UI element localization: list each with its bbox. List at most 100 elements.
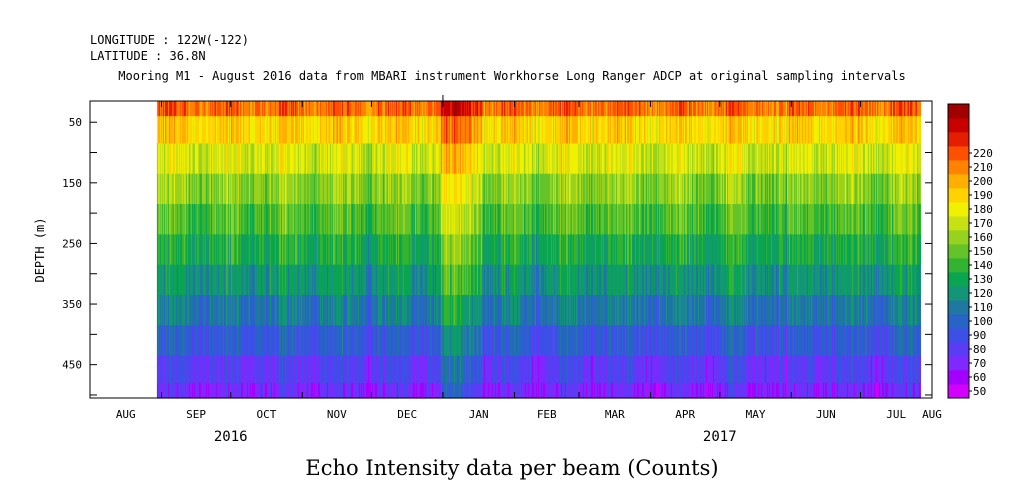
heatmap-cell	[557, 204, 560, 235]
heatmap-cell	[340, 143, 343, 175]
heatmap-cell	[508, 173, 511, 205]
heatmap-cell	[185, 294, 188, 326]
heatmap-cell	[163, 355, 166, 384]
heatmap-cell	[351, 234, 354, 266]
heatmap-cell	[606, 294, 609, 326]
heatmap-cell	[577, 143, 580, 175]
heatmap-cell	[543, 101, 546, 117]
heatmap-cell	[234, 325, 237, 357]
heatmap-cell	[228, 264, 231, 296]
heatmap-cell	[442, 234, 445, 266]
heatmap-cell	[343, 325, 346, 357]
heatmap-cell	[584, 355, 587, 384]
heatmap-cell	[402, 173, 405, 205]
heatmap-cell	[425, 204, 428, 235]
heatmap-cell	[415, 294, 418, 326]
heatmap-cell	[608, 116, 611, 145]
heatmap-cell	[432, 173, 435, 205]
heatmap-cell	[468, 325, 471, 357]
heatmap-cell	[466, 143, 469, 175]
heatmap-cell	[378, 101, 381, 117]
heatmap-cell	[222, 355, 225, 384]
heatmap-cell	[423, 143, 426, 175]
heatmap-cell	[597, 355, 600, 384]
heatmap-cell	[396, 173, 399, 205]
heatmap-cell	[574, 116, 577, 145]
heatmap-cell	[162, 355, 165, 384]
heatmap-cell	[162, 204, 165, 235]
heatmap-cell	[249, 143, 252, 175]
heatmap-cell	[221, 116, 224, 145]
heatmap-cell	[372, 355, 375, 384]
heatmap-cell	[569, 143, 572, 175]
heatmap-cell	[483, 234, 486, 266]
heatmap-cell	[272, 116, 275, 145]
heatmap-cell	[213, 204, 216, 235]
heatmap-cell	[229, 143, 232, 175]
heatmap-cell	[376, 264, 379, 296]
heatmap-cell	[228, 382, 231, 399]
heatmap-cell	[550, 173, 553, 205]
heatmap-cell	[331, 173, 334, 205]
heatmap-cell	[399, 143, 402, 175]
heatmap-cell	[511, 116, 514, 145]
heatmap-cell	[428, 204, 431, 235]
heatmap-cell	[207, 325, 210, 357]
heatmap-cell	[180, 382, 183, 399]
heatmap-cell	[176, 101, 179, 117]
heatmap-cell	[259, 264, 262, 296]
heatmap-cell	[179, 173, 182, 205]
heatmap-cell	[215, 234, 218, 266]
heatmap-cell	[496, 382, 499, 399]
heatmap-cell	[184, 116, 187, 145]
heatmap-cell	[584, 382, 587, 399]
heatmap-cell	[280, 204, 283, 235]
heatmap-cell	[161, 101, 164, 117]
heatmap-cell	[477, 264, 480, 296]
heatmap-cell	[239, 173, 242, 205]
heatmap-cell	[387, 234, 390, 266]
heatmap-cell	[533, 101, 536, 117]
heatmap-cell	[281, 264, 284, 296]
heatmap-cell	[430, 325, 433, 357]
heatmap-cell	[483, 116, 486, 145]
heatmap-cell	[447, 264, 450, 296]
heatmap-cell	[215, 204, 218, 235]
heatmap-cell	[248, 355, 251, 384]
heatmap-cell	[200, 355, 203, 384]
heatmap-cell	[310, 116, 313, 145]
heatmap-cell	[360, 173, 363, 205]
heatmap-cell	[482, 204, 485, 235]
heatmap-cell	[332, 173, 335, 205]
heatmap-cell	[253, 382, 256, 399]
heatmap-cell	[466, 204, 469, 235]
heatmap-cell	[330, 116, 333, 145]
heatmap-cell	[199, 325, 202, 357]
heatmap-cell	[604, 325, 607, 357]
heatmap-cell	[177, 234, 180, 266]
heatmap-cell	[465, 264, 468, 296]
heatmap-cell	[367, 294, 370, 326]
heatmap-cell	[493, 294, 496, 326]
heatmap-cell	[378, 294, 381, 326]
heatmap-cell	[348, 234, 351, 266]
heatmap-cell	[598, 204, 601, 235]
heatmap-cell	[354, 325, 357, 357]
heatmap-cell	[385, 101, 388, 117]
heatmap-cell	[417, 101, 420, 117]
heatmap-cell	[325, 325, 328, 357]
heatmap-cell	[282, 234, 285, 266]
heatmap-cell	[236, 204, 239, 235]
heatmap-cell	[260, 264, 263, 296]
heatmap-cell	[446, 204, 449, 235]
heatmap-cell	[319, 204, 322, 235]
heatmap-cell	[526, 116, 529, 145]
heatmap-cell	[197, 355, 200, 384]
heatmap-cell	[554, 382, 557, 399]
heatmap-cell	[254, 234, 257, 266]
heatmap-cell	[332, 101, 335, 117]
heatmap-cell	[591, 264, 594, 296]
heatmap-cell	[184, 294, 187, 326]
heatmap-cell	[569, 116, 572, 145]
heatmap-cell	[173, 234, 176, 266]
